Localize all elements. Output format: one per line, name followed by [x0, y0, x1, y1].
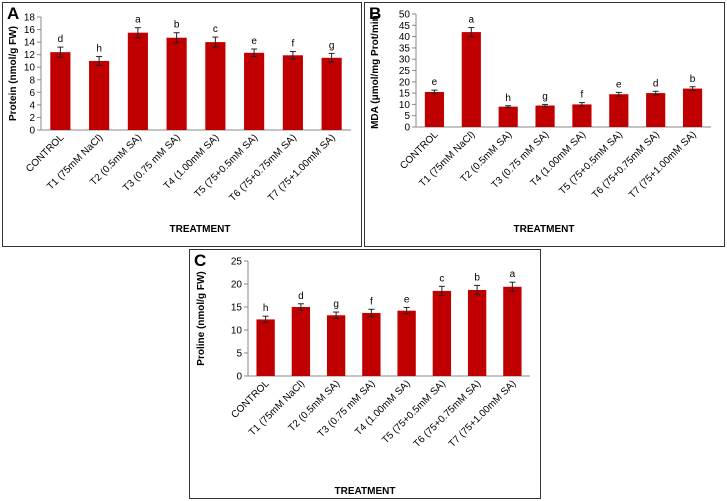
- bar: [432, 290, 452, 376]
- significance-letter: h: [96, 44, 102, 55]
- bar: [424, 91, 445, 127]
- category-label: T6 (75+0.75mM SA): [590, 129, 662, 201]
- bar: [572, 104, 592, 127]
- y-tick-label: 10: [399, 100, 411, 111]
- y-tick-label: 0: [29, 126, 35, 137]
- bar: [397, 310, 416, 376]
- significance-letter: a: [510, 269, 516, 280]
- significance-letter: h: [505, 93, 511, 104]
- bar: [362, 312, 381, 376]
- x-axis-title: TREATMENT: [170, 224, 231, 235]
- x-axis-title: TREATMENT: [335, 486, 396, 497]
- significance-letter: e: [432, 77, 438, 88]
- x-axis-title: TREATMENT: [514, 224, 575, 235]
- bar: [321, 57, 342, 130]
- category-label: T6 (75+0.75mM SA): [412, 378, 484, 450]
- bar: [503, 286, 522, 376]
- significance-letter: f: [291, 39, 294, 50]
- bar: [498, 106, 518, 127]
- y-tick-label: 6: [29, 88, 35, 99]
- category-label: T5 (75+0.5mM SA): [380, 378, 448, 446]
- bar: [535, 105, 555, 127]
- significance-letter: d: [298, 291, 304, 302]
- y-tick-label: 8: [29, 75, 35, 86]
- y-tick-label: 30: [399, 55, 411, 66]
- significance-letter: g: [542, 91, 548, 102]
- y-tick-label: 15: [231, 303, 243, 314]
- bar: [50, 52, 71, 130]
- y-tick-label: 12: [24, 50, 36, 61]
- significance-letter: e: [616, 79, 622, 90]
- panel-label-b: B: [369, 4, 382, 23]
- y-axis-title: Protein (nmol/g FW): [8, 26, 19, 121]
- significance-letter: f: [370, 296, 373, 307]
- panel-label-a: A: [7, 4, 20, 23]
- y-axis-title: Proline (nmol/g FW): [196, 271, 207, 365]
- y-tick-label: 25: [231, 257, 243, 268]
- y-tick-label: 15: [399, 89, 411, 100]
- category-label: T7 (75+1.00mM SA): [627, 129, 699, 201]
- y-tick-label: 16: [24, 25, 36, 36]
- bar: [166, 37, 187, 130]
- y-tick-label: 18: [24, 13, 36, 24]
- y-tick-label: 20: [399, 77, 411, 88]
- bar: [682, 88, 703, 127]
- y-tick-label: 5: [404, 111, 410, 122]
- category-label: T7 (75+1.00mM SA): [447, 378, 519, 450]
- panel-label-c: C: [194, 251, 207, 270]
- y-tick-label: 35: [399, 43, 411, 54]
- significance-letter: d: [58, 34, 64, 45]
- bar: [256, 319, 275, 376]
- y-tick-label: 25: [399, 66, 411, 77]
- significance-letter: c: [213, 24, 218, 35]
- y-tick-label: 45: [399, 21, 411, 32]
- bar: [461, 32, 481, 127]
- category-label: T7 (75+1.00mM SA): [266, 132, 338, 204]
- significance-letter: b: [474, 272, 480, 283]
- bar: [326, 315, 346, 376]
- significance-letter: g: [329, 40, 335, 51]
- bar: [244, 52, 265, 130]
- significance-letter: e: [404, 294, 410, 305]
- significance-letter: a: [469, 15, 475, 26]
- bar: [127, 32, 148, 130]
- significance-letter: c: [439, 273, 444, 284]
- significance-letter: b: [174, 20, 180, 31]
- bar: [282, 55, 303, 130]
- y-tick-label: 2: [29, 113, 35, 124]
- panel-a: A 0 2 4 6 8 10 12 14 16 18 d CONTROL h T1 (75mM NaCl)…: [2, 2, 362, 247]
- bar: [646, 93, 666, 127]
- y-tick-label: 0: [404, 123, 410, 134]
- significance-letter: g: [333, 299, 339, 310]
- y-tick-label: 0: [236, 372, 242, 383]
- panel-b: B 0 5 10 15 20 25 30 35 40 45 50 e CONTROL a T1 (75mM …: [364, 2, 725, 247]
- significance-letter: h: [263, 303, 269, 314]
- significance-letter: a: [135, 15, 141, 26]
- y-axis-title: MDA (μmol/mg Prot/min): [370, 12, 381, 129]
- bar: [609, 94, 629, 127]
- y-tick-label: 10: [231, 326, 243, 337]
- y-tick-label: 10: [24, 63, 36, 74]
- panel-c: C 0 5 10 15 20 25 h CONTROL d T1 (75mM NaCl) g T2 (…: [189, 249, 541, 499]
- y-tick-label: 50: [399, 10, 411, 21]
- significance-letter: e: [251, 36, 257, 47]
- y-tick-label: 5: [236, 349, 242, 360]
- significance-letter: b: [690, 74, 696, 85]
- bar: [205, 42, 226, 130]
- bar: [89, 60, 110, 130]
- y-tick-label: 4: [29, 100, 35, 111]
- y-tick-label: 14: [24, 38, 36, 49]
- bar: [291, 307, 311, 376]
- significance-letter: d: [653, 78, 659, 89]
- significance-letter: f: [581, 90, 584, 101]
- category-label: T5 (75+0.5mM SA): [557, 129, 625, 197]
- y-tick-label: 20: [231, 280, 243, 291]
- bar: [467, 289, 487, 376]
- category-label: T6 (75+0.75mM SA): [227, 132, 299, 204]
- y-tick-label: 40: [399, 32, 411, 43]
